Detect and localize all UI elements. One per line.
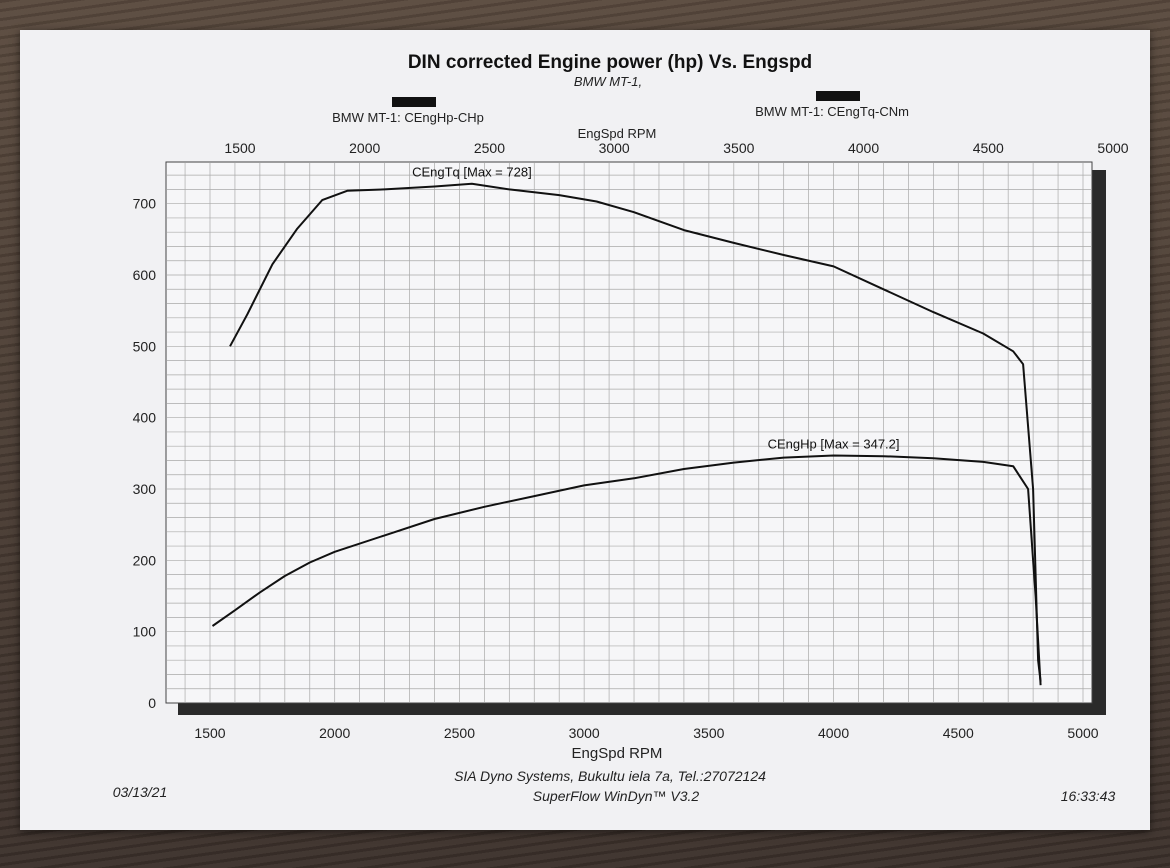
print-date: 03/13/21 [113, 784, 168, 800]
legend-label-tq: BMW MT-1: CEngTq-CNm [755, 104, 909, 119]
chart-subtitle: BMW MT-1, [574, 74, 642, 89]
y-tick-label: 600 [133, 267, 157, 283]
x-tick-label: 3000 [569, 725, 600, 741]
series-annotation-1: CEngHp [Max = 347.2] [768, 436, 900, 451]
top-x-tick-label: 1500 [224, 140, 255, 156]
plot-area [165, 161, 1093, 704]
series-line-0 [229, 182, 1042, 682]
top-x-tick-label: 4000 [848, 140, 879, 156]
x-axis-label: EngSpd RPM [572, 745, 663, 762]
x-tick-label: 3500 [693, 725, 724, 741]
software-info: SuperFlow WinDyn™ V3.2 [533, 788, 700, 804]
y-tick-label: 500 [133, 338, 157, 354]
series-line-1 [211, 454, 1042, 686]
y-tick-label: 0 [148, 695, 156, 711]
x-tick-label: 4500 [943, 725, 974, 741]
top-x-tick-label: 2500 [474, 140, 505, 156]
print-time: 16:33:43 [1061, 788, 1116, 804]
top-x-tick-label: 4500 [973, 140, 1004, 156]
y-tick-label: 200 [133, 552, 157, 568]
grid [167, 163, 1091, 702]
series-lines [211, 182, 1042, 686]
chart-title: DIN corrected Engine power (hp) Vs. Engs… [408, 52, 812, 73]
legend-swatch-tq [816, 91, 860, 101]
y-tick-label: 400 [133, 410, 157, 426]
top-x-tick-label: 2000 [349, 140, 380, 156]
x-tick-label: 5000 [1067, 725, 1098, 741]
series-annotations: CEngTq [Max = 728] CEngHp [Max = 347.2] [412, 165, 899, 452]
legend-swatch-hp [392, 97, 436, 107]
y-tick-label: 100 [133, 624, 157, 640]
y-tick-label: 300 [133, 481, 157, 497]
x-tick-label: 4000 [818, 725, 849, 741]
top-x-tick-label: 3000 [599, 140, 630, 156]
top-x-tick-label: 5000 [1097, 140, 1128, 156]
x-tick-label: 2000 [319, 725, 350, 741]
x-tick-label: 2500 [444, 725, 475, 741]
series-annotation-0: CEngTq [Max = 728] [412, 165, 532, 180]
x-tick-label: 1500 [194, 725, 225, 741]
top-axis-label: EngSpd RPM [578, 126, 657, 141]
top-x-tick-label: 3500 [723, 140, 754, 156]
legend-label-hp: BMW MT-1: CEngHp-CHp [332, 110, 484, 125]
y-tick-label: 700 [133, 196, 157, 212]
company-info: SIA Dyno Systems, Bukultu iela 7a, Tel.:… [454, 768, 766, 784]
